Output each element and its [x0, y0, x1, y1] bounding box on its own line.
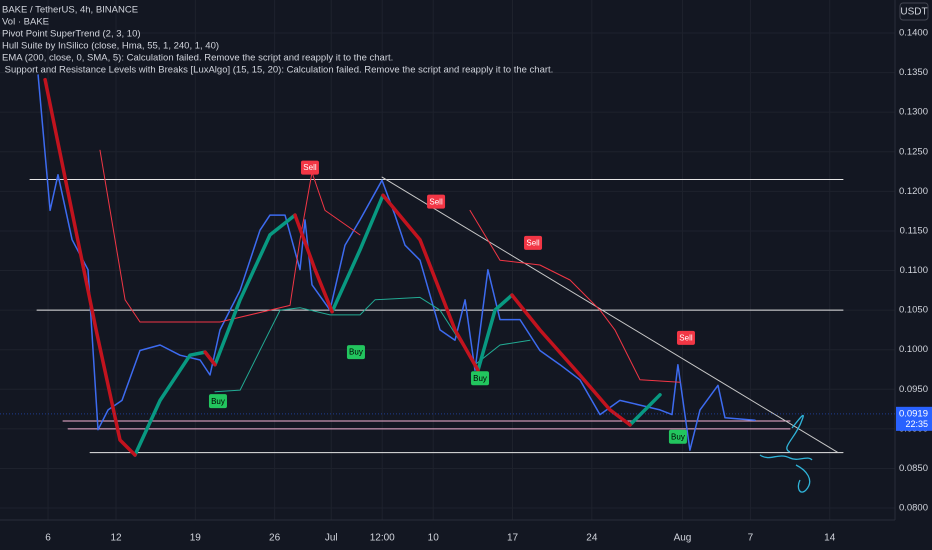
- y-tick-label: 0.1100: [900, 265, 928, 276]
- x-tick-label: 12:00: [370, 533, 395, 544]
- y-tick-label: 0.1050: [899, 305, 928, 316]
- signal-marker: [524, 235, 543, 250]
- y-tick-label: 0.1000: [899, 344, 928, 355]
- x-tick-label: 14: [824, 533, 836, 544]
- signal-marker: [427, 194, 446, 209]
- signal-marker: [208, 394, 227, 409]
- y-tick-label: 0.1300: [899, 107, 928, 118]
- currency-button[interactable]: [899, 2, 929, 21]
- signal-label: Buy: [349, 348, 363, 357]
- plot: Sell Sell Sell Sell Buy Buy Buy Buy: [29, 74, 844, 457]
- signal-label: Buy: [671, 432, 685, 441]
- x-tick-label: Jul: [325, 533, 338, 544]
- x-tick-label: 10: [428, 533, 440, 544]
- signal-marker: [300, 160, 319, 175]
- y-tick-label: 0.0800: [899, 503, 928, 514]
- x-tick-label: Aug: [674, 533, 692, 544]
- y-tick-label: 0.1400: [899, 28, 928, 39]
- signal-label: Sell: [679, 333, 693, 342]
- indicator: Support and Resistance Levels with Break…: [2, 65, 553, 76]
- y-tick-label: 0.0850: [899, 463, 928, 474]
- x-tick-label: 12: [110, 533, 122, 544]
- currency[interactable]: USDT: [900, 7, 927, 18]
- indicator: Vol · BAKE: [2, 17, 49, 28]
- legend: BAKE / TetherUS, 4h, BINANCE Vol · BAKE …: [2, 5, 553, 76]
- signal-label: Buy: [473, 374, 487, 383]
- signal-marker: [676, 330, 695, 345]
- line: [381, 176, 839, 454]
- y-tick-label: 0.1200: [899, 186, 928, 197]
- x-tick-label: 24: [586, 533, 598, 544]
- y-tick-label: 0.1150: [900, 225, 928, 236]
- y-tick-label: 0.0950: [899, 384, 928, 395]
- signal-label: Sell: [303, 163, 317, 172]
- last-price-tag: [896, 406, 932, 431]
- last-price-label: 0.0919: [899, 408, 928, 419]
- y-tick-label: 0.1250: [899, 146, 928, 157]
- indicator: Pivot Point SuperTrend (2, 3, 10): [2, 29, 141, 40]
- line: [37, 74, 756, 451]
- signal-label: Sell: [526, 238, 540, 247]
- signal-marker: [668, 429, 687, 444]
- x-tick-label: 19: [190, 533, 202, 544]
- signal-label: Buy: [211, 397, 225, 406]
- symbol: BAKE / TetherUS, 4h, BINANCE: [2, 5, 138, 16]
- signal-label: Sell: [429, 197, 443, 206]
- x-tick-label: 17: [507, 533, 519, 544]
- signal-marker: [346, 345, 365, 360]
- signal-marker: [471, 371, 490, 386]
- line: [43, 77, 632, 457]
- hand-drawing: [759, 414, 813, 493]
- y-tick-label: 0.1350: [899, 67, 928, 78]
- indicator: Hull Suite by InSilico (close, Hma, 55, …: [2, 41, 219, 52]
- countdown: 22:35: [905, 419, 928, 429]
- indicator: EMA (200, close, 0, SMA, 5): Calculation…: [2, 53, 393, 64]
- x-tick-label: 26: [269, 533, 281, 544]
- x-tick-label: 6: [45, 533, 51, 544]
- x-tick-label: 7: [748, 533, 754, 544]
